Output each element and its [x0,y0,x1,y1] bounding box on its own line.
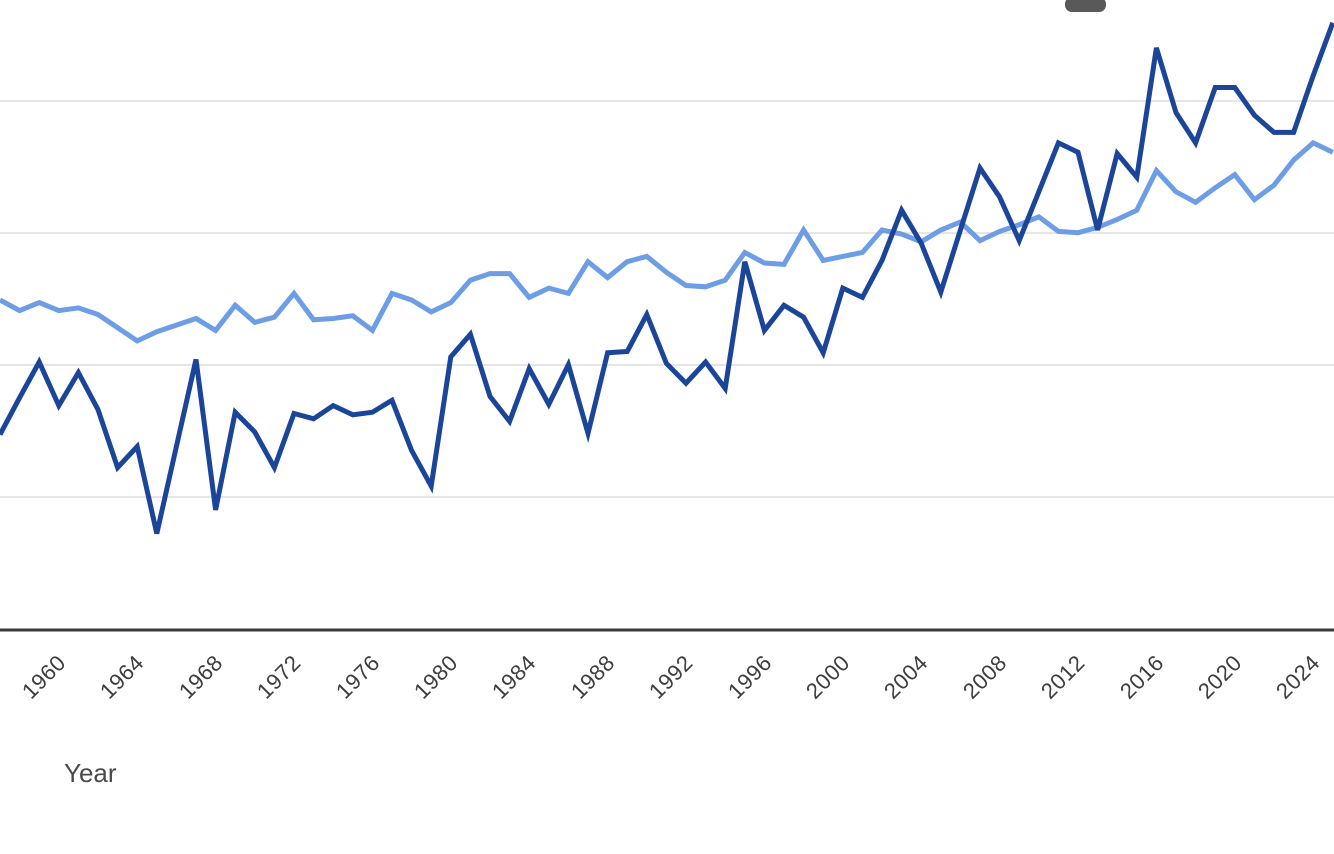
legend-swatch[interactable] [1065,0,1106,12]
series-dark-blue-line [0,21,1334,535]
gridlines [0,100,1334,498]
series-light-blue-line [0,139,1334,344]
x-axis-title: Year [64,758,117,788]
